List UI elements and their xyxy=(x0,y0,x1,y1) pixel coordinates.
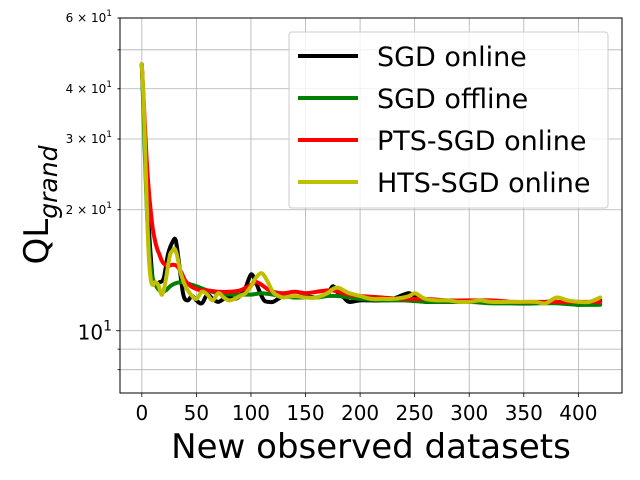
x-ticks: 0 50 100 150 200 250 300 350 400 xyxy=(135,393,597,425)
legend-label-hts-sgd-online: HTS-SGD online xyxy=(377,168,590,199)
x-tick-label: 100 xyxy=(232,401,270,425)
x-tick-label: 50 xyxy=(184,401,209,425)
legend-label-sgd-online: SGD online xyxy=(377,42,527,73)
x-tick-label: 200 xyxy=(341,401,379,425)
y-tick-label: 3 × 101 xyxy=(66,130,112,146)
x-tick-label: 400 xyxy=(559,401,597,425)
y-axis-title: QLgrand xyxy=(17,145,63,264)
series-line-hts-sgd-online xyxy=(139,62,603,306)
series-lines xyxy=(139,62,603,307)
plot-frame xyxy=(119,17,623,394)
y-tick-label: 2 × 101 xyxy=(66,201,112,217)
y-tick-label: 4 × 101 xyxy=(66,80,112,96)
legend: SGD online SGD offline PTS-SGD online HTS-S… xyxy=(288,31,609,209)
y-tick-label: 101 xyxy=(78,319,112,345)
y-tick-label: 6 × 101 xyxy=(66,9,112,25)
y-ticks: 101 2 × 101 3 × 101 4 × 101 6 × 101 xyxy=(66,9,120,371)
x-axis-title: New observed datasets xyxy=(171,427,571,467)
x-tick-label: 300 xyxy=(450,401,488,425)
legend-box xyxy=(288,31,609,209)
x-tick-label: 350 xyxy=(505,401,543,425)
legend-label-pts-sgd-online: PTS-SGD online xyxy=(377,126,586,157)
legend-label-sgd-offline: SGD offline xyxy=(377,84,528,115)
x-tick-label: 150 xyxy=(286,401,324,425)
x-tick-label: 0 xyxy=(135,401,148,425)
x-tick-label: 250 xyxy=(396,401,434,425)
